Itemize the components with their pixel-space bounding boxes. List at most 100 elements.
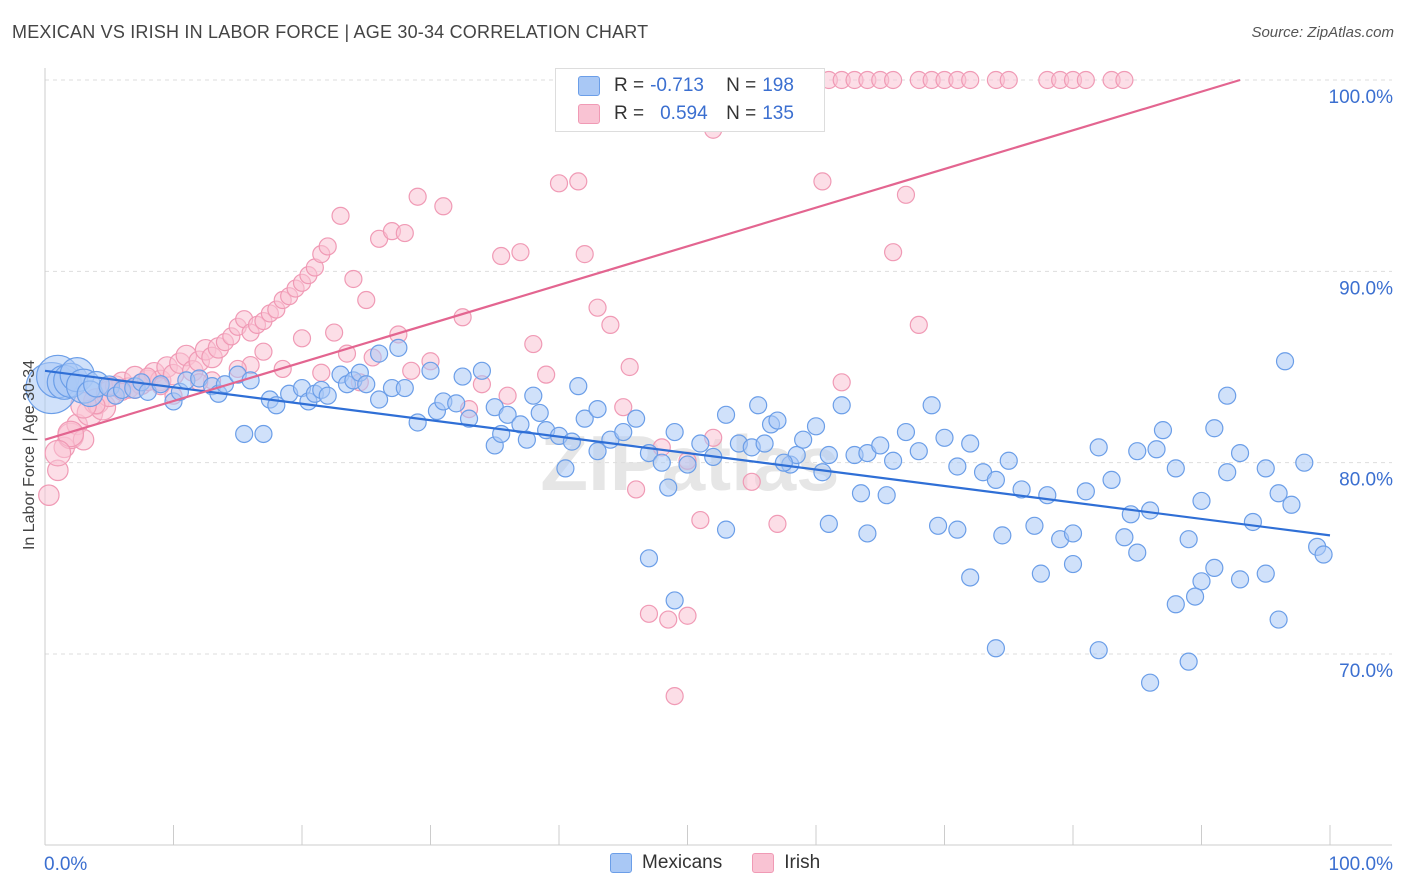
mexican-point: [1031, 564, 1050, 583]
mexican-point: [498, 405, 517, 424]
mexican-point: [768, 411, 787, 430]
mexican-point: [1025, 516, 1044, 535]
mexican-point: [851, 484, 871, 503]
irish-point: [434, 197, 453, 216]
mexican-point: [511, 415, 530, 434]
mexican-point: [794, 430, 813, 449]
mexican-point: [1205, 419, 1224, 438]
mexican-point: [774, 453, 793, 472]
mexican-point: [652, 453, 671, 472]
mexican-point: [961, 434, 980, 453]
y-tick-label: 70.0%: [1339, 661, 1393, 682]
irish-point: [742, 472, 761, 491]
mexican-point: [1140, 673, 1160, 692]
mexican-point: [639, 549, 659, 568]
mexican-point: [1256, 564, 1275, 583]
legend-r-value: 0.594: [660, 103, 708, 124]
mexican-point: [1192, 491, 1211, 511]
mexican-point: [1269, 610, 1288, 629]
trend-lines: [44, 78, 1331, 537]
y-tick-label: 100.0%: [1329, 87, 1394, 108]
mexican-point: [1089, 641, 1108, 660]
mexican-point: [928, 516, 948, 535]
mexican-point: [1243, 512, 1263, 532]
mexican-point: [961, 568, 980, 587]
mexican-point: [1295, 453, 1314, 472]
series-legend: Mexicans Irish: [610, 852, 820, 874]
mexican-point: [1147, 440, 1166, 459]
mexican-point: [986, 639, 1006, 658]
mexican-point: [1282, 495, 1301, 514]
legend-n-value: 135: [762, 103, 794, 124]
mexican-point: [614, 422, 633, 442]
irish-point: [620, 357, 639, 377]
mexican-point: [1256, 459, 1275, 478]
irish-point: [44, 439, 72, 467]
mexican-point: [819, 514, 838, 533]
mexican-point: [877, 486, 896, 505]
irish-point: [395, 223, 414, 243]
irish-point: [588, 298, 607, 317]
mexican-point: [447, 394, 466, 413]
mexican-point: [1185, 587, 1205, 606]
irish-point: [569, 172, 588, 191]
legend-swatch-mexicans: [610, 853, 632, 873]
irish-point: [832, 373, 851, 392]
mexican-point: [459, 409, 479, 428]
mexican-point: [896, 422, 916, 442]
irish-point: [408, 187, 427, 206]
mexican-point: [517, 430, 536, 449]
mexican-point: [1230, 444, 1250, 463]
mexican-point: [832, 396, 851, 415]
mexican-point: [678, 455, 697, 474]
mexican-point: [755, 434, 774, 453]
chart-title: MEXICAN VS IRISH IN LABOR FORCE | AGE 30…: [12, 22, 649, 42]
irish-point: [38, 484, 60, 506]
irish-point: [549, 174, 569, 193]
mexican-point: [318, 386, 337, 405]
mexican-point: [370, 344, 389, 363]
irish-point: [498, 386, 517, 405]
legend-n-label: N =: [726, 103, 757, 124]
mexican-point: [1218, 463, 1237, 482]
irish-point: [575, 245, 594, 264]
irish-point: [511, 243, 530, 262]
mexican-point: [993, 526, 1012, 545]
mexican-point: [749, 396, 768, 415]
mexican-point: [1115, 528, 1134, 547]
irish-point: [691, 510, 710, 530]
irish-point: [813, 172, 832, 191]
irish-point: [614, 398, 633, 417]
irish-point: [318, 237, 337, 256]
mexican-point: [665, 591, 684, 610]
mexican-point: [530, 403, 549, 423]
mexican-point: [1038, 486, 1057, 505]
irish-point: [768, 514, 787, 533]
irish-point: [254, 342, 273, 361]
legend-swatch-irish: [752, 853, 775, 873]
mexican-trend-line: [44, 369, 1331, 537]
irish-point: [659, 610, 678, 629]
mexican-point: [806, 417, 826, 436]
mexican-point: [215, 375, 234, 394]
mexican-point: [986, 470, 1006, 489]
mexican-point: [716, 520, 736, 539]
irish-point: [524, 334, 543, 354]
mexican-point: [999, 451, 1018, 470]
legend-r-label: R =: [614, 75, 645, 96]
mexican-point: [909, 442, 928, 461]
source-label: Source: ZipAtlas.com: [1251, 24, 1394, 41]
mexican-point: [716, 405, 736, 424]
mexican-point: [948, 520, 967, 539]
mexican-point: [1063, 524, 1083, 543]
irish-point: [57, 420, 85, 448]
legend-r-label: R =: [614, 103, 645, 124]
legend-swatch-irish: [578, 104, 600, 124]
x-tick-label: 100.0%: [1329, 854, 1394, 875]
irish-trend-line: [44, 78, 1241, 441]
irish-point: [909, 315, 928, 335]
mexican-point: [1179, 652, 1198, 671]
mexican-point: [357, 375, 376, 394]
mexican-point: [948, 457, 967, 476]
